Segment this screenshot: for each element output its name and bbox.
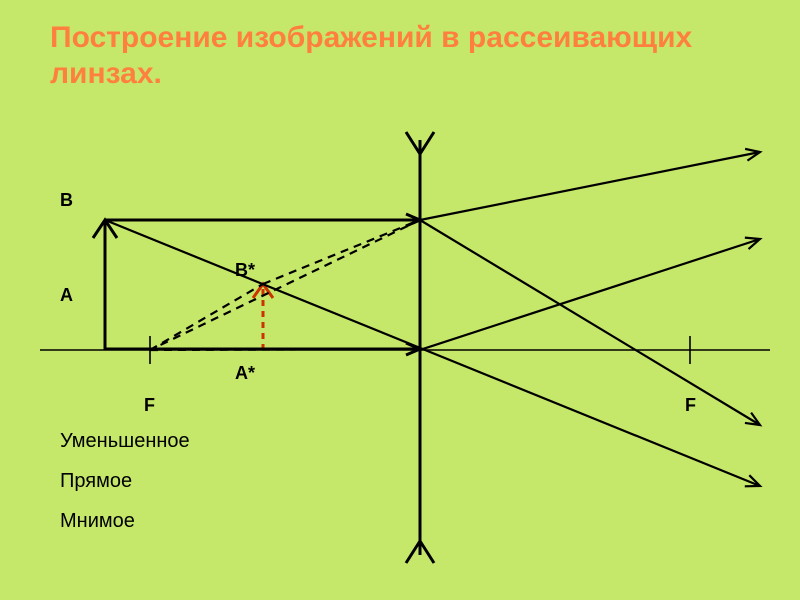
property-item: Мнимое <box>60 510 135 533</box>
slide: Построение изображений в рассеивающих ли… <box>0 0 800 600</box>
label-F-left: F <box>144 395 155 416</box>
label-B: B <box>60 190 73 211</box>
property-item: Уменьшенное <box>60 430 190 453</box>
label-A-star: A* <box>235 363 255 384</box>
property-item: Прямое <box>60 470 132 493</box>
label-F-right: F <box>685 395 696 416</box>
label-B-star: B* <box>235 260 255 281</box>
label-A: A <box>60 285 73 306</box>
